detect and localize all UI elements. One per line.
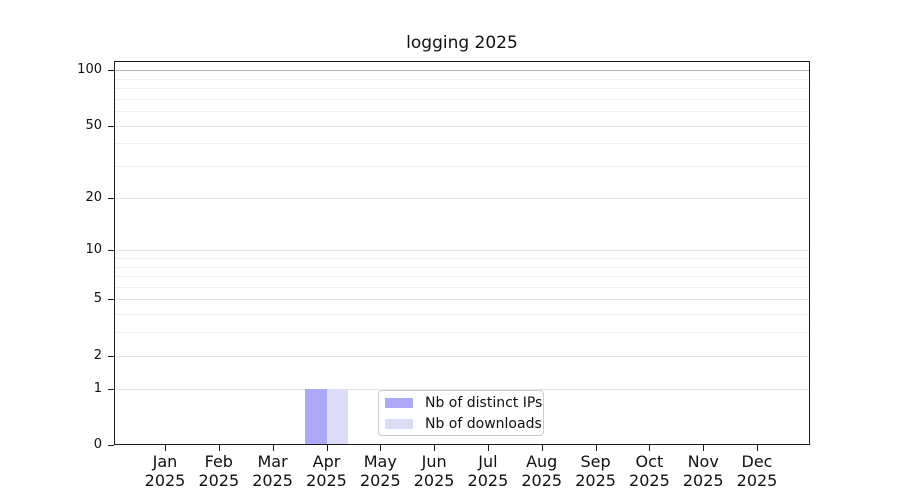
x-tick-year: 2025 [306, 471, 347, 490]
x-tick-label: Jul 2025 [452, 452, 524, 490]
x-tick-month: Jan [152, 452, 178, 471]
x-tick-year: 2025 [252, 471, 293, 490]
y-gridline-minor [115, 143, 809, 144]
legend-swatch-distinct-ips [385, 397, 413, 408]
x-tick-year: 2025 [198, 471, 240, 490]
x-tick [487, 445, 489, 451]
x-tick-month: Aug [526, 452, 558, 471]
x-tick-year: 2025 [682, 471, 724, 490]
x-tick-label: May 2025 [344, 452, 416, 490]
bar-nb-of-distinct-ips-apr [305, 388, 327, 445]
x-tick-month: Oct [635, 452, 664, 471]
plot-border [114, 61, 810, 445]
x-tick-label: Dec 2025 [721, 452, 793, 490]
y-tick [108, 126, 114, 127]
x-tick-month: Jun [421, 452, 447, 471]
y-tick [108, 389, 114, 390]
y-gridline-major [115, 126, 809, 127]
x-tick-month: Apr [312, 452, 341, 471]
legend-item-downloads: Nb of downloads [385, 416, 542, 432]
y-tick-label: 2 [93, 348, 102, 363]
y-tick [108, 198, 114, 199]
x-tick-label: Nov 2025 [667, 452, 739, 490]
x-tick [326, 445, 328, 451]
y-gridline-minor [115, 276, 809, 277]
x-tick-month: Dec [741, 452, 773, 471]
bar-nb-of-downloads-apr [326, 388, 348, 445]
x-tick [272, 445, 274, 451]
y-tick [108, 445, 114, 446]
x-tick-month: Jul [478, 452, 498, 471]
legend-item-distinct-ips: Nb of distinct IPs [385, 395, 542, 411]
y-tick-label: 10 [85, 242, 102, 257]
x-tick-label: Jan 2025 [129, 452, 201, 490]
x-tick [541, 445, 543, 451]
x-tick-year: 2025 [736, 471, 778, 490]
y-tick-label: 50 [85, 118, 102, 133]
x-tick-label: Feb 2025 [183, 452, 255, 490]
x-tick-month: Nov [687, 452, 719, 471]
y-tick-label: 0 [93, 437, 102, 452]
y-gridline-minor [115, 314, 809, 315]
x-tick [218, 445, 220, 451]
y-gridline-minor [115, 99, 809, 100]
y-gridline-major [115, 198, 809, 199]
legend: Nb of distinct IPs Nb of downloads [378, 390, 544, 436]
x-tick [703, 445, 705, 451]
x-tick-label: Aug 2025 [506, 452, 578, 490]
y-tick-label: 5 [93, 291, 102, 306]
x-tick-month: Sep [580, 452, 611, 471]
x-tick-label: Sep 2025 [560, 452, 632, 490]
x-tick-label: Apr 2025 [291, 452, 363, 490]
y-tick-label: 20 [85, 190, 102, 205]
chart-title: logging 2025 [406, 33, 518, 53]
y-gridline-minor [115, 166, 809, 167]
legend-swatch-downloads [385, 418, 413, 429]
x-tick-label: Mar 2025 [237, 452, 309, 490]
legend-label-downloads: Nb of downloads [425, 415, 542, 432]
x-tick [757, 445, 758, 451]
y-gridline-minor [115, 111, 809, 112]
y-gridline-minor [115, 258, 809, 259]
x-tick-year: 2025 [521, 471, 563, 490]
x-tick [380, 445, 382, 451]
x-tick-year: 2025 [413, 471, 455, 490]
x-tick-month: Feb [204, 452, 233, 471]
y-tick-label: 1 [93, 381, 102, 396]
x-tick-year: 2025 [144, 471, 186, 490]
y-gridline-major [115, 356, 809, 357]
x-tick [649, 445, 651, 451]
y-gridline-minor [115, 88, 809, 89]
x-tick [595, 445, 597, 451]
x-tick-year: 2025 [575, 471, 616, 490]
x-tick-month: Mar [257, 452, 288, 471]
x-tick-month: May [363, 452, 397, 471]
x-tick-label: Oct 2025 [613, 452, 685, 490]
y-tick [108, 356, 114, 357]
y-tick [108, 250, 114, 251]
y-gridline-major [115, 250, 809, 251]
y-gridline-minor [115, 332, 809, 333]
x-tick-label: Jun 2025 [398, 452, 470, 490]
x-tick-year: 2025 [629, 471, 670, 490]
x-tick [434, 445, 436, 451]
y-gridline-minor [115, 287, 809, 288]
y-tick [108, 299, 114, 300]
y-gridline-major [115, 70, 809, 71]
y-gridline-major [115, 299, 809, 300]
y-tick-label: 100 [77, 62, 102, 77]
y-gridline-minor [115, 267, 809, 268]
y-tick [108, 70, 114, 71]
legend-label-distinct-ips: Nb of distinct IPs [425, 394, 543, 411]
y-gridline-major [115, 389, 809, 390]
y-gridline-minor [115, 79, 809, 80]
x-tick-year: 2025 [359, 471, 401, 490]
x-tick [165, 445, 166, 451]
x-tick-year: 2025 [467, 471, 509, 490]
